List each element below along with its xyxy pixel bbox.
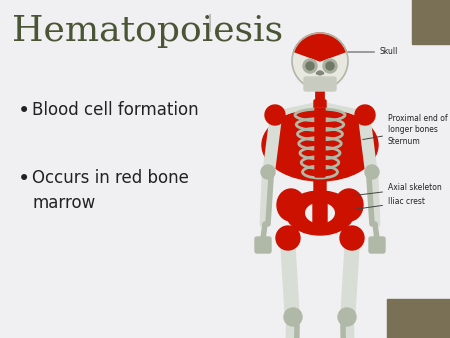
Circle shape bbox=[340, 226, 364, 250]
Ellipse shape bbox=[306, 203, 334, 223]
FancyBboxPatch shape bbox=[304, 77, 336, 91]
FancyBboxPatch shape bbox=[255, 237, 271, 253]
Circle shape bbox=[284, 308, 302, 326]
Text: Proximal end of
longer bones
Sternum: Proximal end of longer bones Sternum bbox=[363, 114, 448, 146]
Circle shape bbox=[303, 59, 317, 73]
Text: Hematopoiesis: Hematopoiesis bbox=[12, 14, 283, 48]
Circle shape bbox=[338, 308, 356, 326]
Wedge shape bbox=[316, 71, 324, 75]
FancyBboxPatch shape bbox=[314, 100, 326, 202]
Ellipse shape bbox=[335, 189, 363, 221]
Text: Axial skeleton: Axial skeleton bbox=[353, 184, 442, 196]
Ellipse shape bbox=[262, 109, 378, 181]
Circle shape bbox=[261, 165, 275, 179]
Circle shape bbox=[306, 62, 314, 70]
Text: Iliac crest: Iliac crest bbox=[353, 197, 425, 210]
Bar bbox=[412, 0, 450, 44]
Wedge shape bbox=[294, 33, 346, 61]
Text: |: | bbox=[202, 14, 213, 32]
Text: Skull: Skull bbox=[343, 48, 398, 56]
Ellipse shape bbox=[286, 191, 354, 235]
Circle shape bbox=[326, 62, 334, 70]
Circle shape bbox=[323, 59, 337, 73]
Circle shape bbox=[292, 33, 348, 89]
Circle shape bbox=[365, 165, 379, 179]
Text: Blood cell formation: Blood cell formation bbox=[32, 101, 198, 119]
FancyBboxPatch shape bbox=[313, 202, 327, 226]
Circle shape bbox=[276, 226, 300, 250]
Text: •: • bbox=[18, 101, 30, 121]
FancyBboxPatch shape bbox=[315, 108, 325, 177]
Text: •: • bbox=[18, 169, 30, 189]
FancyBboxPatch shape bbox=[369, 237, 385, 253]
Text: Occurs in red bone
marrow: Occurs in red bone marrow bbox=[32, 169, 189, 212]
Circle shape bbox=[265, 105, 285, 125]
Ellipse shape bbox=[277, 189, 305, 221]
Bar bbox=[387, 299, 450, 338]
Circle shape bbox=[355, 105, 375, 125]
